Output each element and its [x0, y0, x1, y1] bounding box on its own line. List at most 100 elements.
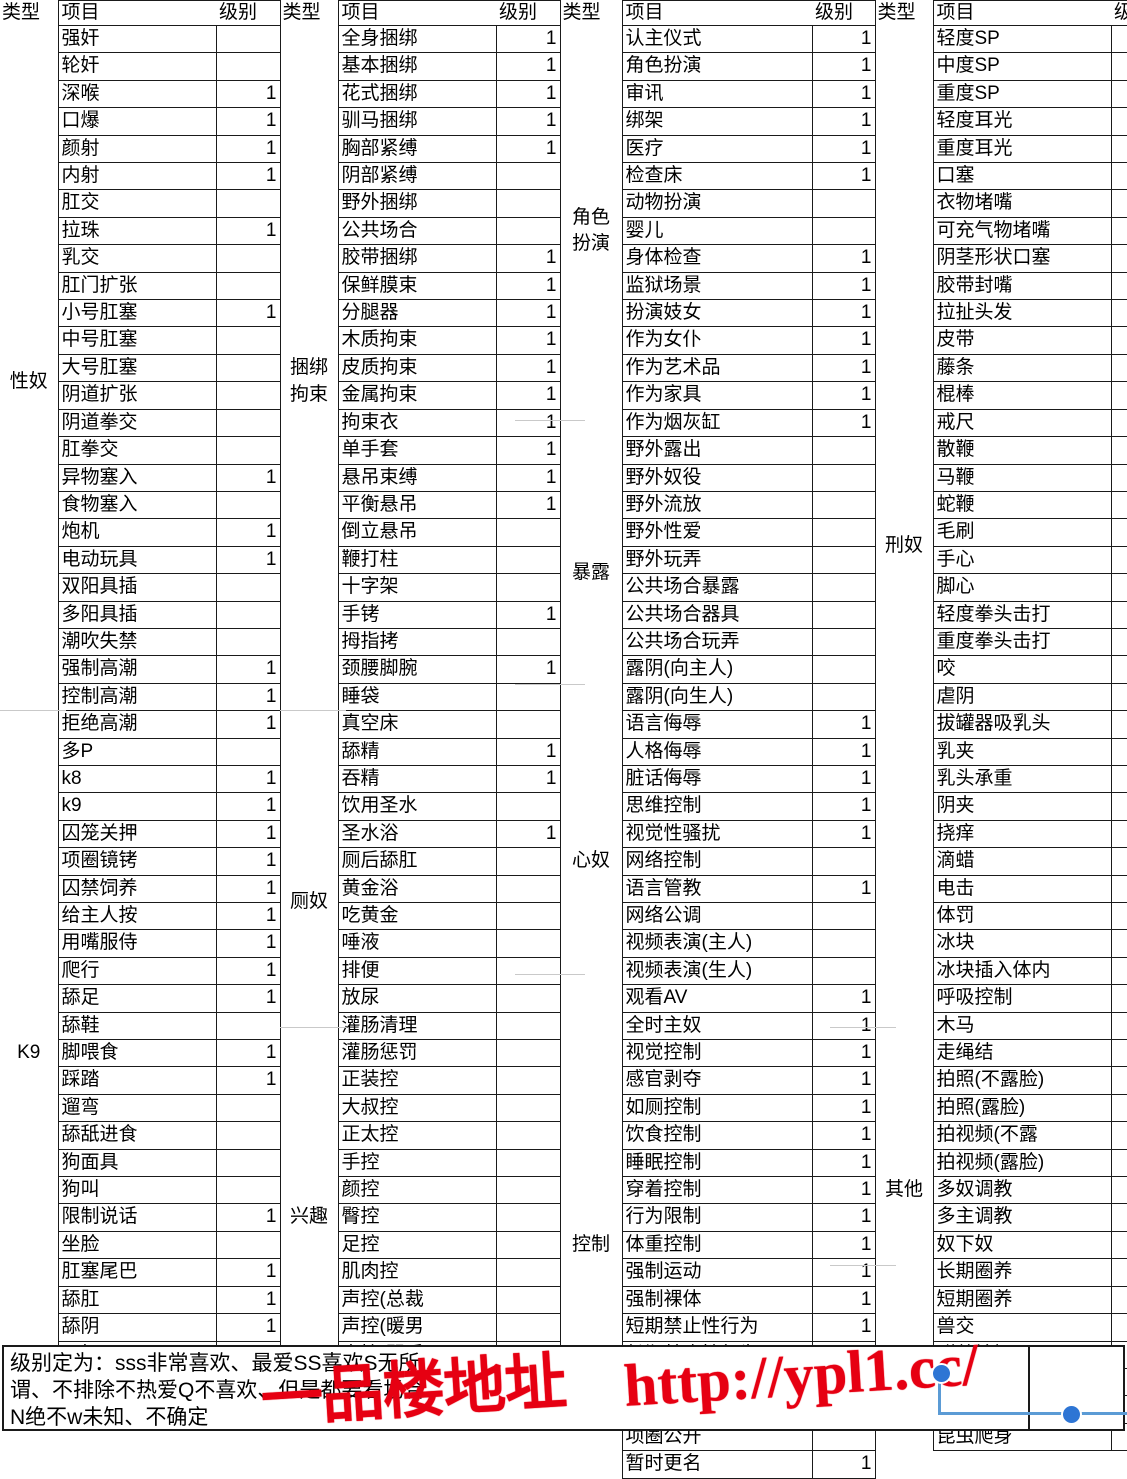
- item-level-cell[interactable]: [1111, 518, 1127, 547]
- item-level-cell[interactable]: 1: [812, 984, 876, 1013]
- item-level-cell[interactable]: 1: [812, 107, 876, 136]
- item-level-cell[interactable]: 1: [216, 1203, 281, 1232]
- item-name-cell[interactable]: 全身捆绑: [337, 24, 497, 54]
- item-level-cell[interactable]: 1: [812, 1203, 876, 1232]
- item-name-cell[interactable]: 肛门扩张: [57, 271, 217, 301]
- item-level-cell[interactable]: 1: [1111, 216, 1127, 246]
- selection-handle-top[interactable]: [931, 1363, 952, 1384]
- item-level-cell[interactable]: 1: [1111, 244, 1127, 273]
- item-level-cell[interactable]: 1: [812, 244, 876, 273]
- item-name-cell[interactable]: 拘束衣: [337, 408, 497, 438]
- item-name-cell[interactable]: 野外流放: [621, 490, 813, 520]
- item-level-cell[interactable]: 1: [496, 655, 561, 684]
- item-name-cell[interactable]: 遛弯: [57, 1093, 217, 1123]
- item-name-cell[interactable]: 暂时更名: [621, 1450, 813, 1479]
- item-level-cell[interactable]: [216, 627, 281, 657]
- item-name-cell[interactable]: 阴夹: [932, 792, 1112, 821]
- item-level-cell[interactable]: [812, 627, 876, 657]
- item-level-cell[interactable]: [812, 216, 876, 246]
- item-level-cell[interactable]: [1111, 463, 1127, 492]
- item-name-cell[interactable]: 皮带: [932, 326, 1112, 355]
- item-name-cell[interactable]: 胶带捆绑: [337, 244, 497, 273]
- item-level-cell[interactable]: [1111, 600, 1127, 629]
- item-level-cell[interactable]: [812, 436, 876, 465]
- item-name-cell[interactable]: 肛拳交: [57, 436, 217, 465]
- item-name-cell[interactable]: 奴下奴: [932, 1230, 1112, 1260]
- item-level-cell[interactable]: [216, 381, 281, 410]
- item-name-cell[interactable]: 阴部紧缚: [337, 162, 497, 191]
- item-name-cell[interactable]: 舔足: [57, 984, 217, 1013]
- item-level-cell[interactable]: [216, 436, 281, 465]
- item-name-cell[interactable]: 厕后舔肛: [337, 847, 497, 876]
- item-name-cell[interactable]: 长期圈养: [932, 1258, 1112, 1287]
- item-level-cell[interactable]: 1: [496, 463, 561, 492]
- item-name-cell[interactable]: 行为限制: [621, 1203, 813, 1232]
- item-level-cell[interactable]: [496, 1148, 561, 1178]
- item-name-cell[interactable]: 唾液: [337, 929, 497, 958]
- item-level-cell[interactable]: [496, 984, 561, 1013]
- item-level-cell[interactable]: [216, 52, 281, 81]
- item-name-cell[interactable]: 医疗: [621, 134, 813, 164]
- item-name-cell[interactable]: 公共场合器具: [621, 600, 813, 629]
- item-level-cell[interactable]: [496, 1011, 561, 1041]
- item-name-cell[interactable]: 灌肠惩罚: [337, 1039, 497, 1068]
- item-name-cell[interactable]: 中度SP: [932, 52, 1112, 81]
- item-level-cell[interactable]: 1: [812, 134, 876, 164]
- item-level-cell[interactable]: 1: [812, 353, 876, 383]
- item-name-cell[interactable]: 排便: [337, 956, 497, 986]
- item-name-cell[interactable]: 脚心: [932, 573, 1112, 602]
- item-name-cell[interactable]: 观看AV: [621, 984, 813, 1013]
- item-name-cell[interactable]: 悬吊束缚: [337, 463, 497, 492]
- item-name-cell[interactable]: 口塞: [932, 162, 1112, 191]
- item-level-cell[interactable]: 1: [812, 79, 876, 109]
- item-level-cell[interactable]: 1: [1111, 1039, 1127, 1068]
- item-name-cell[interactable]: 舔舐进食: [57, 1121, 217, 1150]
- item-name-cell[interactable]: 认主仪式: [621, 24, 813, 54]
- item-level-cell[interactable]: 1: [1111, 929, 1127, 958]
- item-name-cell[interactable]: 多主调教: [932, 1203, 1112, 1232]
- item-level-cell[interactable]: [1111, 79, 1127, 109]
- item-level-cell[interactable]: [216, 1148, 281, 1178]
- item-level-cell[interactable]: [1111, 1148, 1127, 1178]
- item-level-cell[interactable]: [1111, 1093, 1127, 1123]
- item-name-cell[interactable]: 放尿: [337, 984, 497, 1013]
- item-level-cell[interactable]: [216, 24, 281, 54]
- item-name-cell[interactable]: 乳交: [57, 244, 217, 273]
- item-level-cell[interactable]: [496, 1285, 561, 1315]
- item-name-cell[interactable]: 肌肉控: [337, 1258, 497, 1287]
- item-level-cell[interactable]: 1: [812, 271, 876, 301]
- item-level-cell[interactable]: [216, 353, 281, 383]
- item-level-cell[interactable]: [496, 1039, 561, 1068]
- item-name-cell[interactable]: 胸部紧缚: [337, 134, 497, 164]
- item-name-cell[interactable]: 睡袋: [337, 682, 497, 712]
- item-name-cell[interactable]: 内射: [57, 162, 217, 191]
- item-level-cell[interactable]: 1: [1111, 326, 1127, 355]
- item-level-cell[interactable]: 1: [812, 1176, 876, 1205]
- item-level-cell[interactable]: [812, 901, 876, 931]
- item-name-cell[interactable]: 散鞭: [932, 436, 1112, 465]
- item-name-cell[interactable]: 基本捆绑: [337, 52, 497, 81]
- item-level-cell[interactable]: [216, 189, 281, 218]
- item-level-cell[interactable]: 1: [1111, 1285, 1127, 1315]
- item-level-cell[interactable]: [216, 573, 281, 602]
- item-name-cell[interactable]: 炮机: [57, 518, 217, 547]
- item-level-cell[interactable]: [1111, 819, 1127, 849]
- item-level-cell[interactable]: 1: [216, 1285, 281, 1315]
- item-level-cell[interactable]: [1111, 1121, 1127, 1150]
- item-name-cell[interactable]: 潮吹失禁: [57, 627, 217, 657]
- item-level-cell[interactable]: [216, 1093, 281, 1123]
- item-name-cell[interactable]: 走绳结: [932, 1039, 1112, 1068]
- item-level-cell[interactable]: 1: [496, 107, 561, 136]
- item-name-cell[interactable]: 冰块: [932, 929, 1112, 958]
- item-level-cell[interactable]: 1: [1111, 737, 1127, 766]
- item-name-cell[interactable]: 脚喂食: [57, 1039, 217, 1068]
- item-level-cell[interactable]: [496, 1258, 561, 1287]
- item-name-cell[interactable]: 平衡悬吊: [337, 490, 497, 520]
- item-level-cell[interactable]: 1: [812, 1258, 876, 1287]
- item-name-cell[interactable]: 重度耳光: [932, 134, 1112, 164]
- item-level-cell[interactable]: 1: [216, 1039, 281, 1068]
- item-name-cell[interactable]: 中号肛塞: [57, 326, 217, 355]
- item-level-cell[interactable]: [1111, 792, 1127, 821]
- item-name-cell[interactable]: 网络控制: [621, 847, 813, 876]
- item-name-cell[interactable]: 手控: [337, 1148, 497, 1178]
